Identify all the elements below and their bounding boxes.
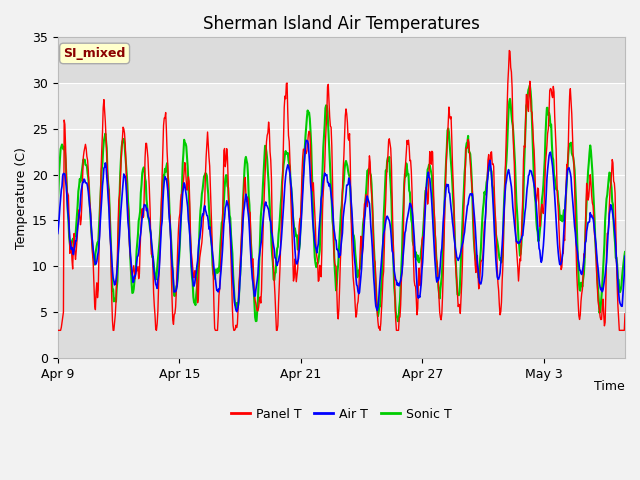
Text: Time: Time [595, 380, 625, 393]
Panel T [621, 311, 629, 317]
Panel T [54, 327, 61, 333]
Sonic T [544, 105, 552, 111]
Sonic T [384, 155, 392, 160]
Sonic T [54, 203, 61, 208]
Air T [233, 309, 241, 314]
Title: Sherman Island Air Temperatures: Sherman Island Air Temperatures [203, 15, 480, 33]
Panel T [484, 157, 492, 163]
Sonic T [485, 168, 493, 174]
Panel T [398, 267, 406, 273]
Line: Air T: Air T [58, 140, 625, 312]
Air T [399, 249, 407, 254]
Panel T [383, 161, 391, 167]
Panel T [89, 251, 97, 257]
Air T [486, 160, 493, 166]
Line: Panel T: Panel T [58, 50, 625, 330]
Air T [544, 167, 552, 173]
Sonic T [252, 318, 260, 324]
Sonic T [399, 218, 406, 224]
Air T [89, 240, 97, 246]
Panel T [506, 48, 513, 53]
Y-axis label: Temperature (C): Temperature (C) [15, 146, 28, 249]
Air T [54, 230, 61, 236]
Air T [303, 137, 310, 143]
Sonic T [416, 256, 424, 262]
Panel T [543, 143, 551, 149]
Legend: Panel T, Air T, Sonic T: Panel T, Air T, Sonic T [227, 403, 456, 425]
Bar [58, 83, 625, 266]
Panel T [415, 265, 423, 271]
Sonic T [526, 83, 534, 88]
Air T [417, 287, 424, 293]
Sonic T [89, 244, 97, 250]
Air T [621, 253, 629, 259]
Air T [385, 216, 392, 222]
Text: SI_mixed: SI_mixed [63, 47, 126, 60]
Sonic T [621, 249, 629, 255]
Line: Sonic T: Sonic T [58, 85, 625, 321]
